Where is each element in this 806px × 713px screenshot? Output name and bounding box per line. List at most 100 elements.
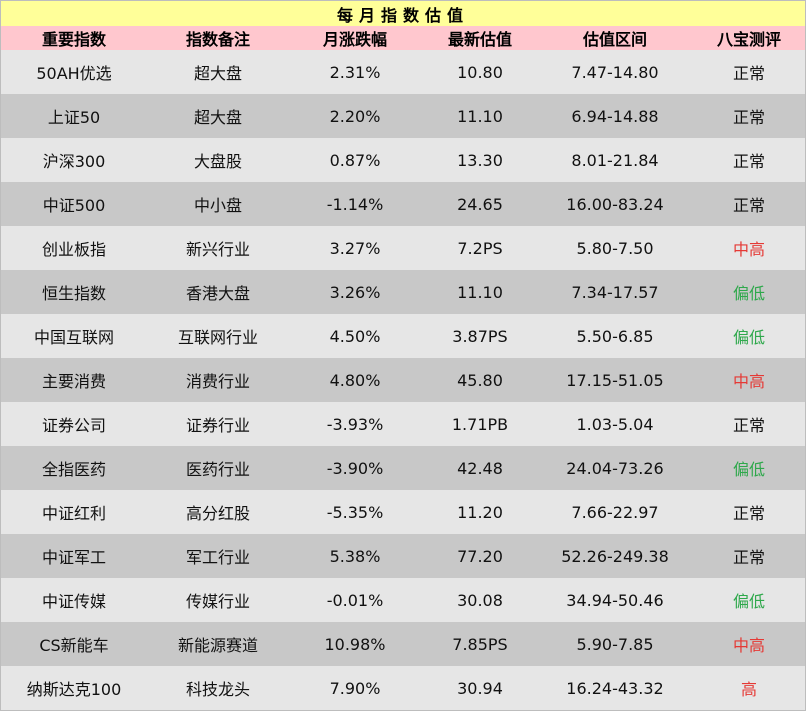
header-change: 月涨跌幅 <box>322 30 387 49</box>
cell-index: 全指医药 <box>41 460 106 479</box>
cell-valuation: 77.20 <box>457 546 503 566</box>
cell-note: 互联网行业 <box>177 328 258 347</box>
cell-note: 新能源赛道 <box>177 636 258 655</box>
cell-index: 中国互联网 <box>33 328 114 347</box>
cell-rating: 中高 <box>732 636 765 655</box>
cell-index: 中证红利 <box>41 504 106 523</box>
cell-change: 10.98% <box>324 634 386 654</box>
cell-index: 中证军工 <box>41 548 106 567</box>
cell-rating: 正常 <box>732 504 765 523</box>
cell-rating: 正常 <box>732 196 765 215</box>
table-title: 每月指数估值 <box>0 0 806 26</box>
cell-change: -5.35% <box>326 502 384 522</box>
table-row: 中国互联网 互联网行业 4.50% 3.87PS 5.50-6.85 偏低 <box>1 314 805 358</box>
table-row: 中证500 中小盘 -1.14% 24.65 16.00-83.24 正常 <box>1 182 805 226</box>
header-range: 估值区间 <box>582 30 647 49</box>
cell-range: 8.01-21.84 <box>571 150 659 170</box>
cell-note: 军工行业 <box>185 548 250 567</box>
cell-range: 6.94-14.88 <box>571 106 659 126</box>
header-valuation: 最新估值 <box>447 30 512 49</box>
table-row: 纳斯达克100 科技龙头 7.90% 30.94 16.24-43.32 高 <box>1 666 805 710</box>
cell-valuation: 3.87PS <box>452 326 508 346</box>
cell-valuation: 24.65 <box>457 194 503 214</box>
cell-index: 中证传媒 <box>41 592 106 611</box>
cell-note: 科技龙头 <box>185 680 250 699</box>
header-rating: 八宝测评 <box>716 30 781 49</box>
cell-note: 中小盘 <box>193 196 242 215</box>
table-row: 证券公司 证券行业 -3.93% 1.71PB 1.03-5.04 正常 <box>1 402 805 446</box>
cell-change: -3.93% <box>326 414 384 434</box>
cell-rating: 偏低 <box>732 592 765 611</box>
cell-index: 50AH优选 <box>36 64 112 83</box>
cell-rating: 偏低 <box>732 460 765 479</box>
cell-range: 7.66-22.97 <box>571 502 659 522</box>
table-row: CS新能车 新能源赛道 10.98% 7.85PS 5.90-7.85 中高 <box>1 622 805 666</box>
table-row: 创业板指 新兴行业 3.27% 7.2PS 5.80-7.50 中高 <box>1 226 805 270</box>
cell-change: 4.50% <box>329 326 381 346</box>
cell-change: 2.31% <box>329 62 381 82</box>
cell-index: 中证500 <box>42 196 106 215</box>
cell-valuation: 11.10 <box>457 106 503 126</box>
cell-range: 5.90-7.85 <box>576 634 654 654</box>
cell-rating: 高 <box>740 680 757 699</box>
cell-range: 5.50-6.85 <box>576 326 654 346</box>
cell-rating: 偏低 <box>732 328 765 347</box>
cell-change: -0.01% <box>326 590 384 610</box>
table-row: 中证红利 高分红股 -5.35% 11.20 7.66-22.97 正常 <box>1 490 805 534</box>
cell-rating: 正常 <box>732 416 765 435</box>
cell-note: 香港大盘 <box>185 284 250 303</box>
cell-change: -3.90% <box>326 458 384 478</box>
cell-range: 52.26-249.38 <box>561 546 669 566</box>
table-row: 50AH优选 超大盘 2.31% 10.80 7.47-14.80 正常 <box>1 50 805 94</box>
cell-valuation: 7.85PS <box>452 634 508 654</box>
table-row: 中证传媒 传媒行业 -0.01% 30.08 34.94-50.46 偏低 <box>1 578 805 622</box>
cell-note: 医药行业 <box>185 460 250 479</box>
cell-valuation: 42.48 <box>457 458 503 478</box>
cell-range: 16.00-83.24 <box>566 194 664 214</box>
cell-valuation: 30.08 <box>457 590 503 610</box>
cell-change: 3.27% <box>329 238 381 258</box>
table-row: 全指医药 医药行业 -3.90% 42.48 24.04-73.26 偏低 <box>1 446 805 490</box>
cell-note: 超大盘 <box>193 64 242 83</box>
cell-index: 创业板指 <box>41 240 106 259</box>
cell-rating: 中高 <box>732 240 765 259</box>
table-row: 中证军工 军工行业 5.38% 77.20 52.26-249.38 正常 <box>1 534 805 578</box>
cell-note: 大盘股 <box>193 152 242 171</box>
table-row: 恒生指数 香港大盘 3.26% 11.10 7.34-17.57 偏低 <box>1 270 805 314</box>
cell-rating: 正常 <box>732 64 765 83</box>
cell-index: 恒生指数 <box>41 284 106 303</box>
cell-index: 上证50 <box>47 108 101 127</box>
header-note: 指数备注 <box>185 30 250 49</box>
cell-note: 高分红股 <box>185 504 250 523</box>
cell-range: 24.04-73.26 <box>566 458 664 478</box>
cell-note: 传媒行业 <box>185 592 250 611</box>
cell-rating: 正常 <box>732 548 765 567</box>
cell-change: 2.20% <box>329 106 381 126</box>
cell-range: 17.15-51.05 <box>566 370 664 390</box>
cell-change: 0.87% <box>329 150 381 170</box>
cell-rating: 偏低 <box>732 284 765 303</box>
header-index: 重要指数 <box>41 30 106 49</box>
cell-range: 7.47-14.80 <box>571 62 659 82</box>
cell-change: 5.38% <box>329 546 381 566</box>
cell-range: 5.80-7.50 <box>576 238 654 258</box>
cell-note: 新兴行业 <box>185 240 250 259</box>
cell-valuation: 45.80 <box>457 370 503 390</box>
cell-valuation: 11.20 <box>457 502 503 522</box>
cell-note: 证券行业 <box>185 416 250 435</box>
cell-range: 16.24-43.32 <box>566 678 664 698</box>
cell-change: 7.90% <box>329 678 381 698</box>
cell-note: 消费行业 <box>185 372 250 391</box>
cell-valuation: 10.80 <box>457 62 503 82</box>
table-row: 沪深300 大盘股 0.87% 13.30 8.01-21.84 正常 <box>1 138 805 182</box>
cell-rating: 中高 <box>732 372 765 391</box>
cell-valuation: 7.2PS <box>457 238 503 258</box>
cell-change: 3.26% <box>329 282 381 302</box>
cell-index: 证券公司 <box>41 416 106 435</box>
cell-valuation: 30.94 <box>457 678 503 698</box>
table-header-row: 重要指数 指数备注 月涨跌幅 最新估值 估值区间 八宝测评 <box>0 26 806 50</box>
cell-rating: 正常 <box>732 108 765 127</box>
cell-change: 4.80% <box>329 370 381 390</box>
table-row: 主要消费 消费行业 4.80% 45.80 17.15-51.05 中高 <box>1 358 805 402</box>
